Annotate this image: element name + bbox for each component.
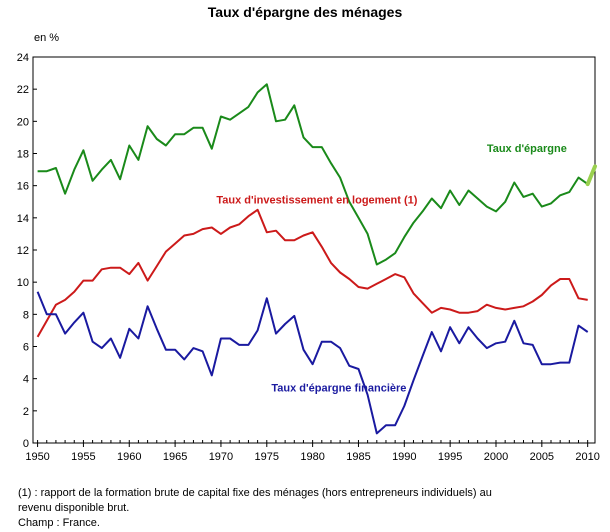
series-line-1 [37,83,589,266]
y-tick-label: 8 [23,309,29,321]
y-tick-label: 18 [17,149,29,161]
x-tick-label: 1990 [392,451,416,463]
y-tick-label: 24 [17,52,29,64]
x-tick-label: 2010 [575,451,599,463]
y-tick-label: 10 [17,277,29,289]
y-tick-label: 4 [23,374,29,386]
series-line-3 [36,291,589,435]
x-tick-label: 1960 [117,451,141,463]
y-axis-unit-label: en % [34,32,60,44]
y-tick-label: 14 [17,213,29,225]
footnote-line-1: (1) : rapport de la formation brute de c… [18,487,492,499]
y-tick-label: 2 [23,406,29,418]
y-tick-label: 12 [17,245,29,257]
chart-title: Taux d'épargne des ménages [207,4,403,20]
series-line-2 [36,208,588,338]
series-extension-line [585,164,597,187]
y-tick-label: 22 [17,84,29,96]
chart-series [36,83,597,435]
series-label-1: Taux d'épargne [487,143,567,155]
y-tick-label: 20 [17,116,29,128]
footnote-line-2: revenu disponible brut. [18,502,130,514]
footnote-line-3: Champ : France. [18,517,100,529]
x-tick-label: 1980 [300,451,324,463]
chart-series-labels: Taux d'épargne Taux d'investissement en l… [216,143,567,395]
x-tick-label: 1950 [25,451,49,463]
x-tick-label: 1955 [71,451,95,463]
x-tick-label: 1970 [209,451,233,463]
x-tick-label: 1985 [346,451,370,463]
x-tick-label: 1965 [163,451,187,463]
series-label-2: Taux d'investissement en logement (1) [216,194,417,206]
y-tick-label: 0 [23,438,29,450]
y-tick-label: 16 [17,181,29,193]
series-label-3: Taux d'épargne financière [271,383,406,395]
x-tick-label: 1995 [438,451,462,463]
x-tick-label: 1975 [255,451,279,463]
x-tick-label: 2005 [530,451,554,463]
x-tick-label: 2000 [484,451,508,463]
chart-footnotes: (1) : rapport de la formation brute de c… [18,486,598,531]
y-tick-label: 6 [23,342,29,354]
